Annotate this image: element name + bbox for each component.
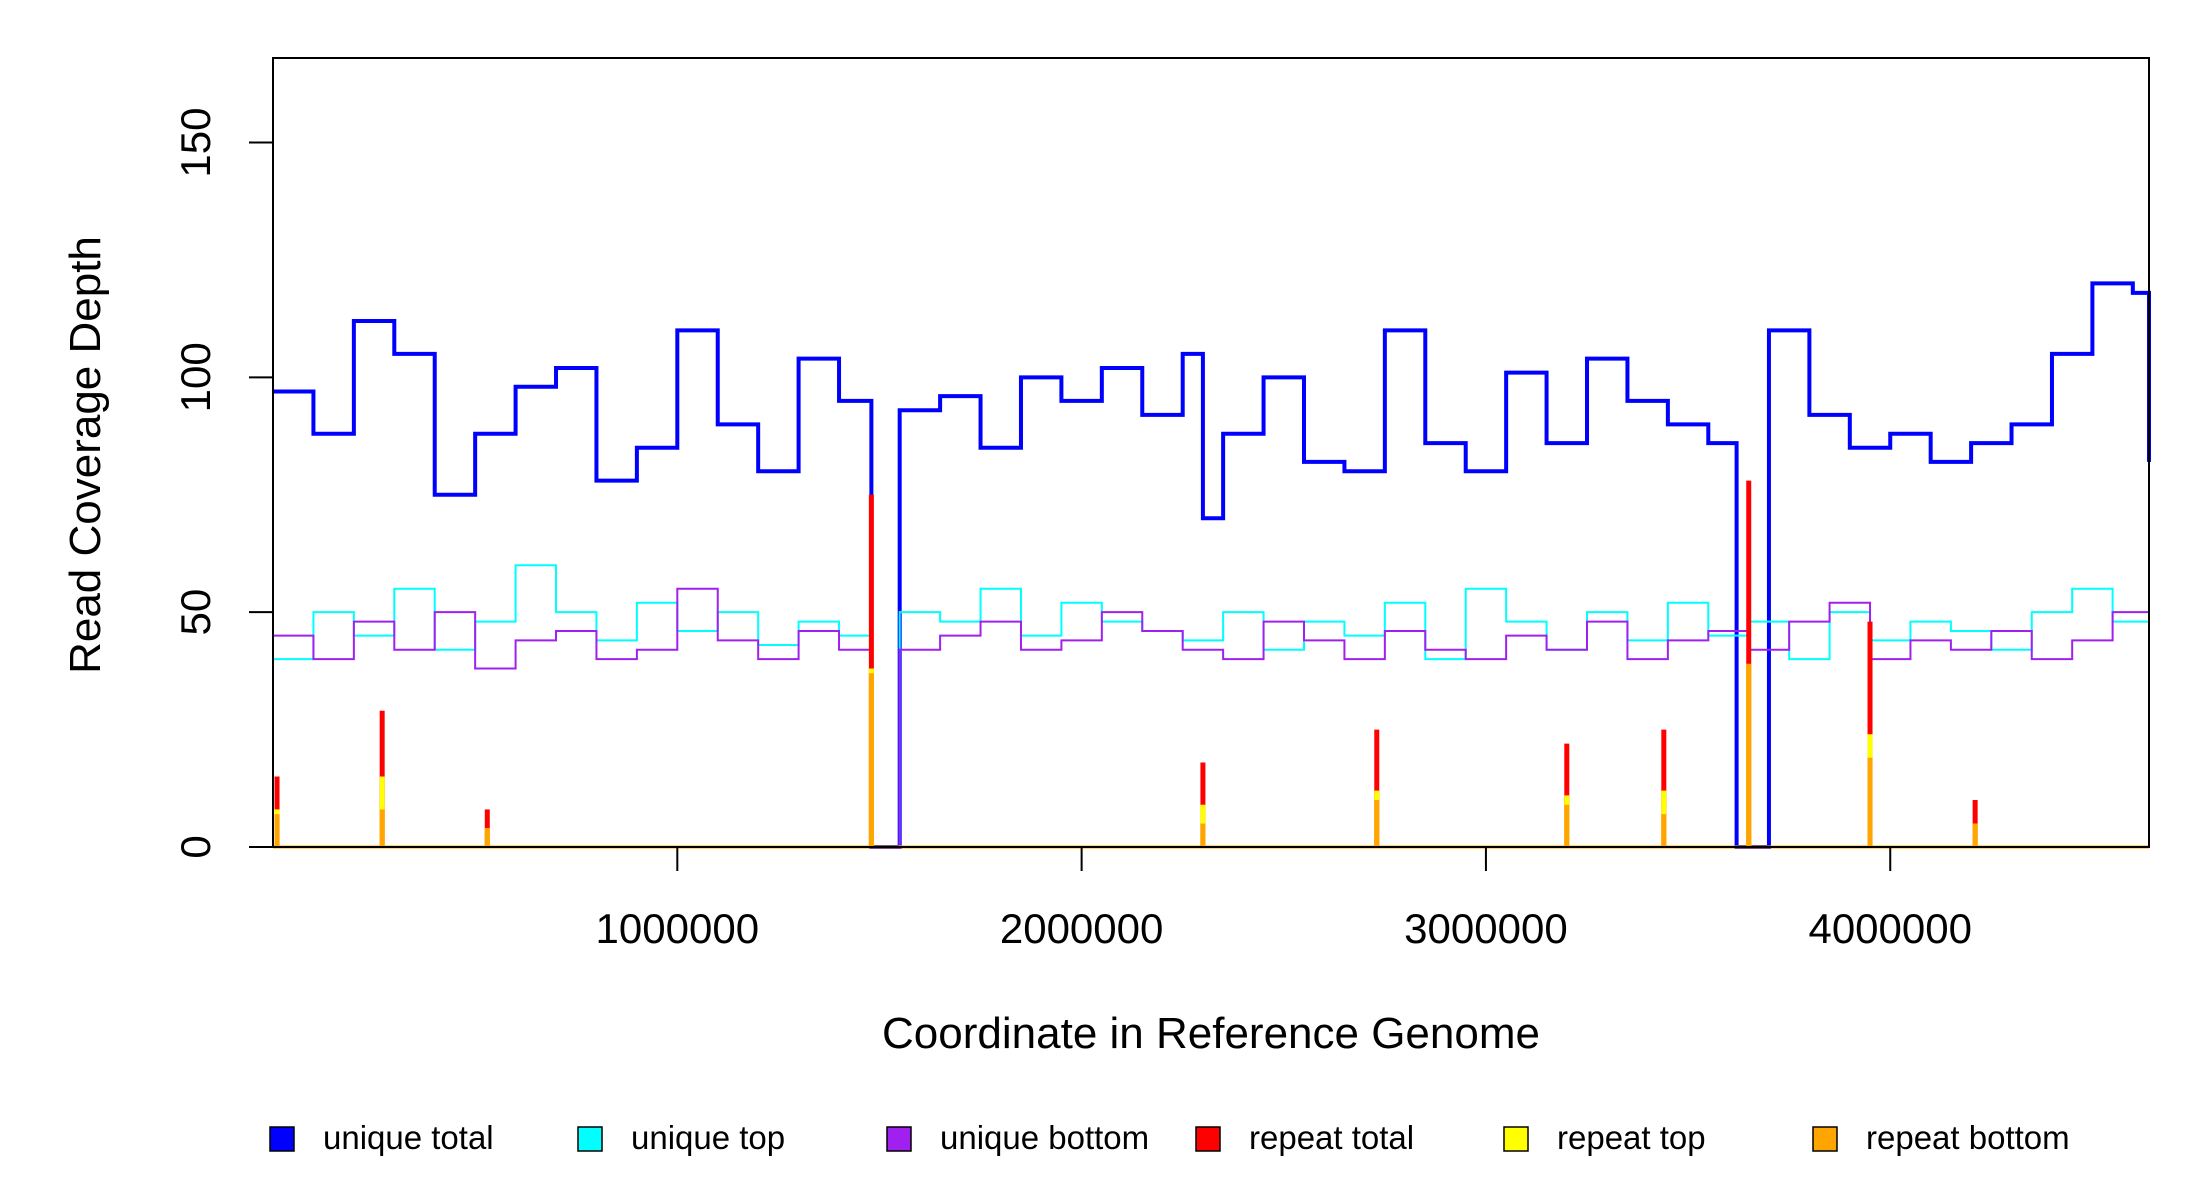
- legend-swatch-repeat-total: [1195, 1126, 1221, 1152]
- legend-swatch-unique-top: [577, 1126, 603, 1152]
- legend-label-unique-top: unique top: [631, 1119, 785, 1156]
- x-axis-label: Coordinate in Reference Genome: [882, 1009, 1540, 1058]
- y-tick-label: 0: [172, 835, 219, 858]
- legend-label-repeat-bottom: repeat bottom: [1866, 1119, 2070, 1156]
- unique-bottom-line: [273, 587, 2150, 848]
- y-axis: 0 50 100 150: [172, 107, 273, 859]
- plot-frame: [272, 57, 2150, 848]
- x-tick-label: 4000000: [1808, 905, 1972, 952]
- legend: unique total unique top unique bottom repea…: [269, 1119, 2070, 1156]
- y-tick-label: 100: [172, 342, 219, 412]
- x-tick-label: 3000000: [1404, 905, 1568, 952]
- x-axis: 1000000 2000000 3000000 4000000: [596, 847, 1972, 952]
- unique-total-line: [273, 281, 2151, 849]
- legend-label-unique-total: unique total: [323, 1119, 494, 1156]
- y-tick-label: 150: [172, 107, 219, 177]
- legend-swatch-repeat-bottom: [1812, 1126, 1838, 1152]
- plot-lines: [273, 281, 2151, 849]
- legend-swatch-unique-bottom: [886, 1126, 912, 1152]
- x-tick-label: 1000000: [596, 905, 760, 952]
- y-axis-label: Read Coverage Depth: [61, 236, 110, 674]
- legend-label-repeat-total: repeat total: [1249, 1119, 1414, 1156]
- x-tick-label: 2000000: [1000, 905, 1164, 952]
- y-tick-label: 50: [172, 589, 219, 636]
- legend-swatch-unique-total: [269, 1126, 295, 1152]
- legend-label-repeat-top: repeat top: [1557, 1119, 1706, 1156]
- legend-swatch-repeat-top: [1503, 1126, 1529, 1152]
- legend-label-unique-bottom: unique bottom: [940, 1119, 1149, 1156]
